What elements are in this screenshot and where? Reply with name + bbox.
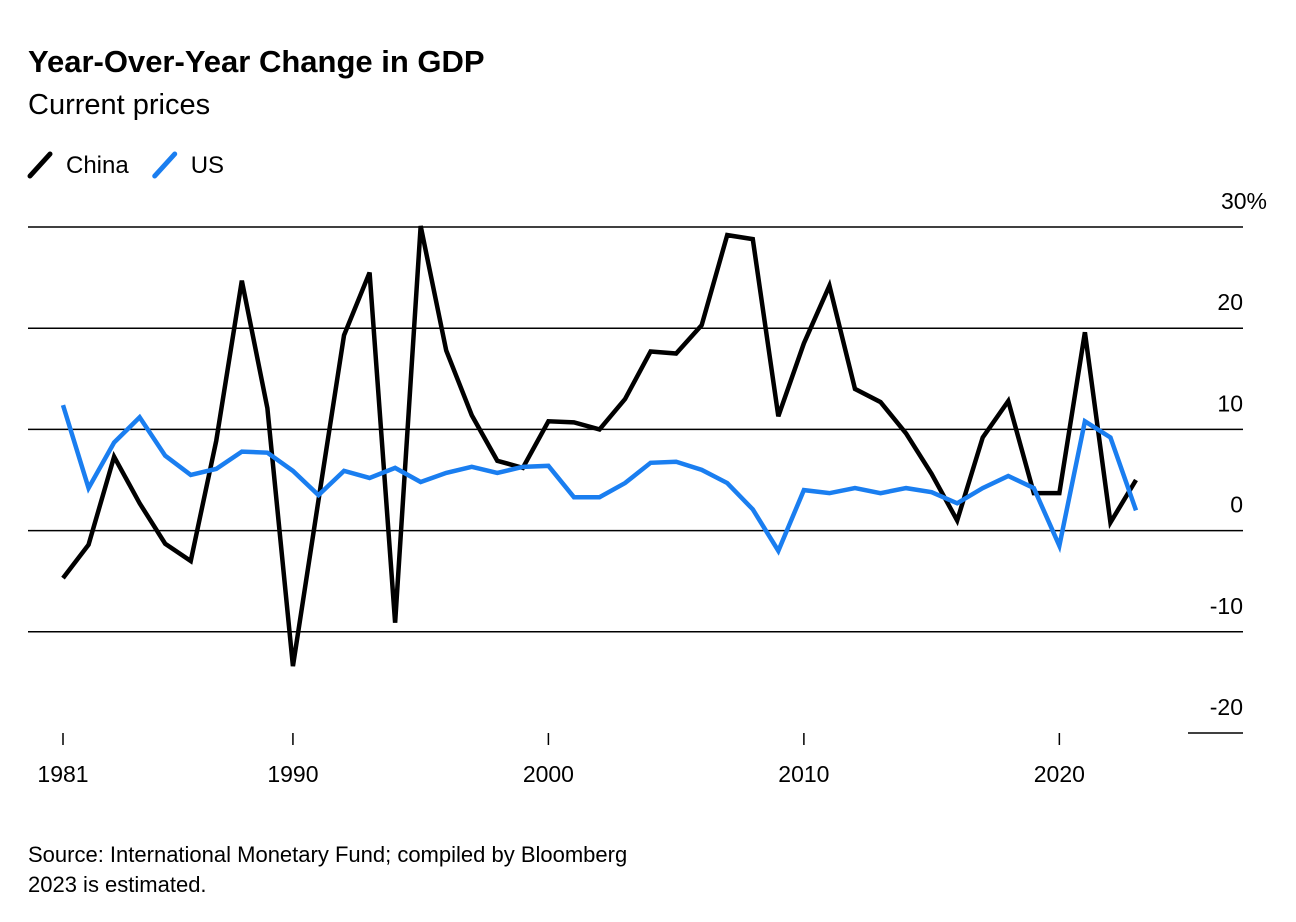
legend-label: US: [191, 152, 224, 179]
legend-swatch: [152, 151, 178, 179]
series-line: [60, 404, 1139, 556]
y-tick-label: -20: [1210, 694, 1243, 720]
y-tick-label: 20: [1217, 289, 1243, 315]
source: Source: International Monetary Fund; com…: [28, 842, 627, 867]
y-tick-label: 10: [1217, 390, 1243, 416]
x-tick-label: 2020: [1034, 761, 1085, 787]
x-tick-label: 1981: [37, 761, 88, 787]
series-line: [61, 225, 1138, 667]
y-tick-label: 30%: [1221, 188, 1267, 214]
x-tick-label: 2010: [778, 761, 829, 787]
note: 2023 is estimated.: [28, 872, 207, 897]
x-tick-label: 2000: [523, 761, 574, 787]
chart-title: Year-Over-Year Change in GDP: [28, 44, 485, 79]
chart-subtitle: Current prices: [28, 89, 210, 121]
y-tick-label: -10: [1210, 593, 1243, 619]
legend-label: China: [66, 152, 129, 179]
x-tick-label: 1990: [267, 761, 318, 787]
y-tick-label: 0: [1230, 492, 1243, 518]
legend-swatch: [27, 151, 53, 179]
